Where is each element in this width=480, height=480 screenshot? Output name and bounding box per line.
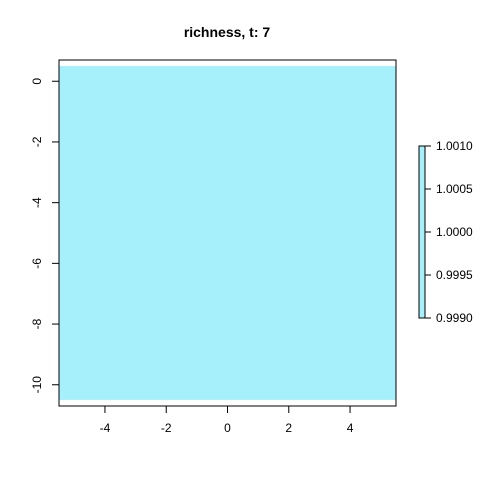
x-tick-label: 4 xyxy=(347,421,354,435)
colorbar-tick-label: 1.0000 xyxy=(436,225,473,239)
plot-area xyxy=(59,66,396,400)
colorbar-tick-label: 0.9990 xyxy=(436,311,473,325)
chart-title: richness, t: 7 xyxy=(184,24,271,40)
colorbar-tick-label: 1.0010 xyxy=(436,139,473,153)
colorbar-tick-label: 0.9995 xyxy=(436,268,473,282)
x-tick-label: 2 xyxy=(285,421,292,435)
y-tick-label: -4 xyxy=(30,197,44,208)
colorbar-fill xyxy=(419,146,425,318)
y-tick-label: -8 xyxy=(30,318,44,329)
y-tick-label: -10 xyxy=(30,376,44,394)
y-tick-label: -2 xyxy=(30,136,44,147)
x-tick-label: -2 xyxy=(161,421,172,435)
colorbar-tick-label: 1.0005 xyxy=(436,182,473,196)
x-axis: -4 -2 0 2 4 xyxy=(100,405,354,435)
y-tick-label: -6 xyxy=(30,258,44,269)
y-axis: 0 -2 -4 -6 -8 -10 xyxy=(30,78,60,394)
x-tick-label: -4 xyxy=(100,421,111,435)
y-tick-label: 0 xyxy=(30,78,44,85)
colorbar: 1.0010 1.0005 1.0000 0.9995 0.9990 xyxy=(418,139,473,325)
x-tick-label: 0 xyxy=(224,421,231,435)
heatmap-cell xyxy=(59,66,396,400)
